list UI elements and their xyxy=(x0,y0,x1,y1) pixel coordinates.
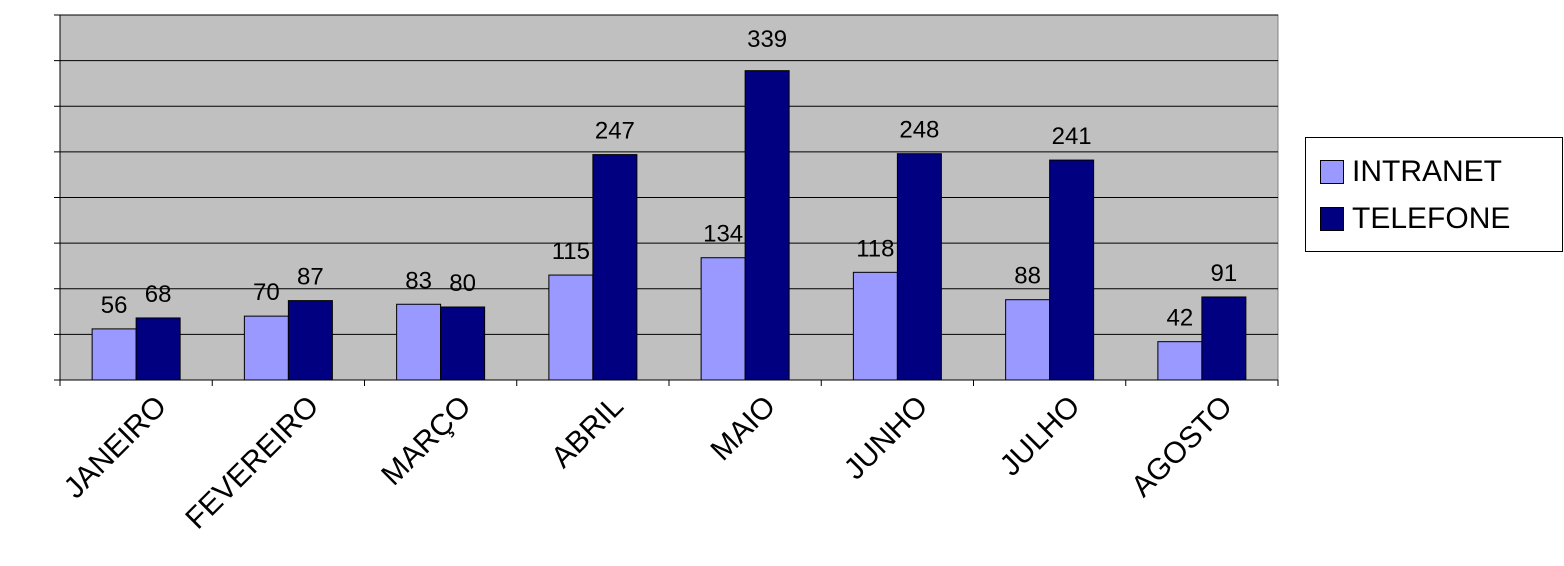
bar-intranet xyxy=(700,257,746,381)
data-label-telefone: 80 xyxy=(449,270,476,297)
legend-label-telefone: TELEFONE xyxy=(1352,202,1511,235)
data-label-intranet: 88 xyxy=(1014,263,1041,290)
data-label-intranet: 70 xyxy=(253,279,280,306)
bar-telefone xyxy=(287,300,333,381)
x-tick-label: FEVEREIRO xyxy=(179,390,325,536)
data-label-intranet: 115 xyxy=(552,238,590,265)
bar-telefone xyxy=(1201,296,1247,381)
legend-item-intranet: INTRANET xyxy=(1320,152,1502,192)
data-label-telefone: 91 xyxy=(1211,260,1238,287)
x-tick-label: MARÇO xyxy=(375,390,477,492)
x-tick-label: JULHO xyxy=(994,390,1087,483)
data-label-intranet: 42 xyxy=(1167,305,1194,332)
data-label-telefone: 247 xyxy=(595,118,635,145)
bar-telefone xyxy=(1049,159,1095,381)
bar-intranet xyxy=(243,315,289,381)
data-label-intranet: 134 xyxy=(703,221,743,248)
x-tick-label: ABRIL xyxy=(545,390,630,475)
data-label-intranet: 118 xyxy=(856,235,894,262)
x-tick-label: JANEIRO xyxy=(58,390,173,505)
bar-telefone xyxy=(592,154,638,381)
legend-item-telefone: TELEFONE xyxy=(1320,199,1510,239)
bar-intranet xyxy=(1157,341,1203,381)
bar-intranet xyxy=(396,303,442,381)
data-label-telefone: 241 xyxy=(1052,123,1092,150)
legend-swatch-intranet xyxy=(1320,160,1344,184)
bar-intranet xyxy=(91,328,137,381)
data-label-intranet: 83 xyxy=(405,267,432,294)
legend: INTRANET TELEFONE xyxy=(1305,137,1563,252)
data-label-intranet: 56 xyxy=(101,292,128,319)
bar-telefone xyxy=(135,317,181,381)
bar-telefone xyxy=(744,70,790,381)
data-label-telefone: 87 xyxy=(297,264,324,291)
data-label-telefone: 68 xyxy=(145,281,172,308)
legend-swatch-telefone xyxy=(1320,207,1344,231)
bars xyxy=(91,70,1247,381)
data-label-telefone: 248 xyxy=(899,117,939,144)
legend-label-intranet: INTRANET xyxy=(1352,155,1502,188)
x-tick-label: JUNHO xyxy=(838,390,934,486)
bar-telefone xyxy=(896,153,942,381)
x-tick-label: MAIO xyxy=(705,390,783,468)
bar-intranet xyxy=(852,271,898,381)
x-tick-label: AGOSTO xyxy=(1125,390,1239,504)
x-tick-labels: JANEIRO FEVEREIRO MARÇO ABRIL MAIO JUNHO JULHO… xyxy=(58,390,1239,536)
bar-intranet xyxy=(548,274,594,381)
bar-telefone xyxy=(440,306,486,381)
annotation-label: 339 xyxy=(747,26,787,53)
data-labels: 56 70 83 115 134 118 88 42 68 87 80 247 248 241 91 339 xyxy=(101,26,1237,332)
bar-intranet xyxy=(1005,299,1051,381)
